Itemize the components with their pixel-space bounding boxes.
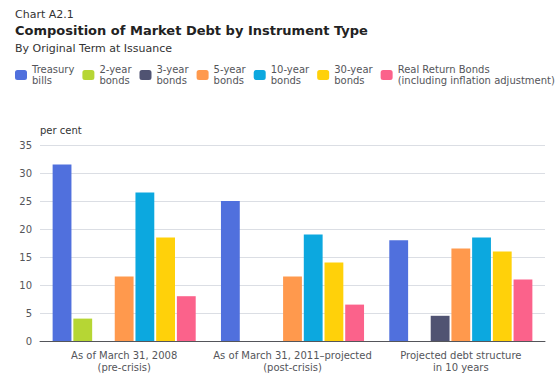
svg-text:2-year: 2-year — [99, 64, 132, 75]
svg-text:in 10 years: in 10 years — [433, 362, 489, 373]
svg-text:5-year: 5-year — [214, 64, 247, 75]
svg-text:30: 30 — [19, 168, 32, 179]
svg-text:Chart A2.1: Chart A2.1 — [15, 8, 74, 21]
svg-text:bills: bills — [32, 75, 52, 86]
svg-text:30-year: 30-year — [334, 64, 373, 75]
svg-text:0: 0 — [26, 336, 32, 347]
svg-text:Treasury: Treasury — [31, 64, 74, 75]
svg-text:20: 20 — [19, 224, 32, 235]
svg-text:35: 35 — [19, 140, 32, 151]
svg-text:By Original Term at Issuance: By Original Term at Issuance — [15, 42, 172, 55]
svg-text:3-year: 3-year — [156, 64, 189, 75]
svg-text:bonds: bonds — [99, 75, 129, 86]
svg-text:Composition of Market Debt by: Composition of Market Debt by Instrument… — [15, 23, 368, 38]
svg-text:As of March 31, 2008: As of March 31, 2008 — [71, 350, 177, 361]
svg-text:(post-crisis): (post-crisis) — [263, 362, 322, 373]
svg-text:Real Return Bonds: Real Return Bonds — [398, 64, 490, 75]
svg-text:25: 25 — [19, 196, 32, 207]
svg-text:5: 5 — [26, 308, 32, 319]
svg-text:15: 15 — [19, 252, 32, 263]
svg-text:bonds: bonds — [334, 75, 364, 86]
svg-text:bonds: bonds — [214, 75, 244, 86]
svg-text:10: 10 — [19, 280, 32, 291]
svg-text:bonds: bonds — [156, 75, 186, 86]
svg-text:Projected debt structure: Projected debt structure — [400, 350, 521, 361]
svg-text:(including inflation adjustmen: (including inflation adjustment) — [398, 75, 555, 86]
svg-text:bonds: bonds — [271, 75, 301, 86]
svg-text:(pre-crisis): (pre-crisis) — [97, 362, 150, 373]
svg-text:10-year: 10-year — [271, 64, 310, 75]
svg-text:As of March 31, 2011–projected: As of March 31, 2011–projected — [213, 350, 371, 361]
svg-text:per cent: per cent — [40, 125, 82, 136]
